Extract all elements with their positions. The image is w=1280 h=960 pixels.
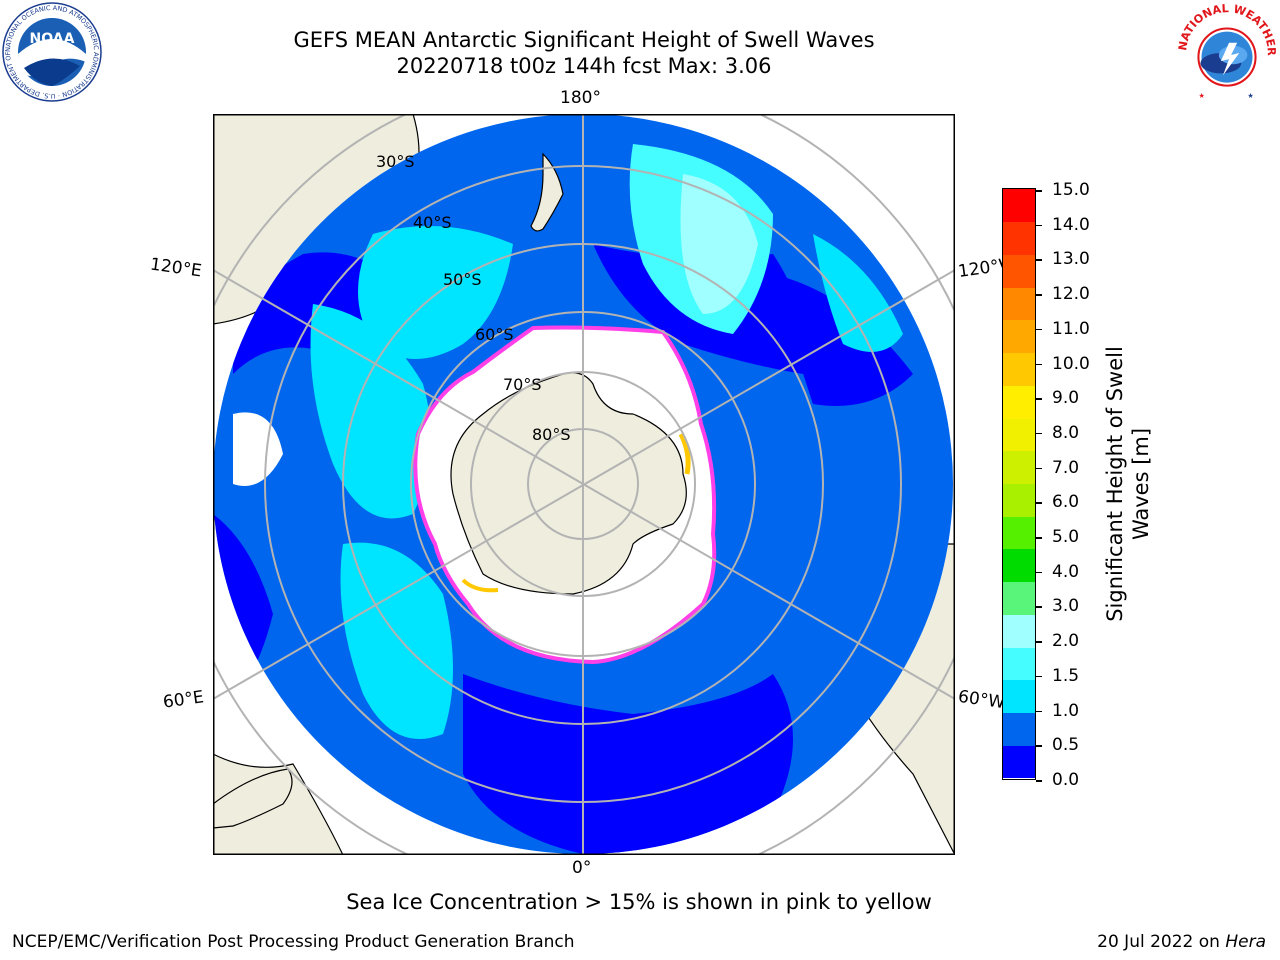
map-title: GEFS MEAN Antarctic Significant Height o… — [293, 28, 875, 52]
colorbar-segment — [1003, 647, 1035, 681]
lon-label-0: 0° — [572, 858, 592, 878]
colorbar-segment — [1003, 189, 1035, 223]
footer-credit: NCEP/EMC/Verification Post Processing Pr… — [12, 932, 575, 952]
colorbar-tick-label: 12.0 — [1052, 284, 1090, 305]
colorbar-tick-label: 1.0 — [1052, 700, 1080, 721]
colorbar-tick-mark — [1036, 467, 1042, 470]
colorbar-tick-mark — [1036, 780, 1042, 782]
colorbar-tick-label: 11.0 — [1052, 318, 1090, 339]
colorbar-tick-label: 4.0 — [1052, 561, 1080, 582]
colorbar-tick-mark — [1036, 606, 1042, 608]
colorbar-segment — [1003, 287, 1035, 321]
colorbar-segment — [1003, 352, 1035, 386]
colorbar-tick-label: 13.0 — [1052, 249, 1090, 270]
colorbar-segment — [1003, 254, 1035, 288]
colorbar-tick-mark — [1036, 537, 1042, 539]
colorbar-tick-mark — [1036, 294, 1042, 296]
colorbar-tick-label: 9.0 — [1052, 388, 1080, 409]
lat-label-50s: 50°S — [443, 270, 482, 289]
colorbar-tick-mark — [1036, 224, 1042, 227]
footer-date-text: 20 Jul 2022 on — [1097, 932, 1226, 952]
sea-ice-note: Sea Ice Concentration > 15% is shown in … — [346, 890, 932, 914]
colorbar-tick-label: 3.0 — [1052, 596, 1080, 617]
colorbar-tick-label: 0.0 — [1052, 770, 1080, 790]
lat-label-70s: 70°S — [503, 375, 542, 394]
svg-text:★: ★ — [1247, 91, 1253, 100]
colorbar-segment — [1003, 679, 1035, 714]
colorbar-segment — [1003, 614, 1035, 648]
lat-label-30s: 30°S — [376, 152, 415, 171]
colorbar-tick-mark — [1036, 363, 1042, 366]
colorbar-title: Significant Height of Swell Waves [m] — [1102, 346, 1154, 622]
svg-text:★: ★ — [1198, 91, 1204, 100]
colorbar-tick-mark — [1036, 745, 1042, 747]
colorbar-tick-label: 10.0 — [1052, 353, 1090, 374]
madagascar-landmass — [213, 768, 293, 829]
new-zealand-landmass — [530, 152, 564, 232]
colorbar-tick-label: 5.0 — [1052, 527, 1080, 548]
colorbar-tick-mark — [1036, 432, 1042, 435]
colorbar-tick-mark — [1036, 398, 1042, 400]
antarctica-landmass — [450, 372, 687, 595]
colorbar-tick-label: 8.0 — [1052, 422, 1080, 443]
colorbar-segment — [1003, 221, 1035, 255]
colorbar-tick-mark — [1036, 710, 1042, 713]
colorbar-segment — [1003, 319, 1035, 354]
colorbar-tick-label: 14.0 — [1052, 214, 1090, 235]
colorbar-tick-label: 7.0 — [1052, 457, 1080, 478]
colorbar-tick-mark — [1036, 190, 1042, 192]
colorbar-title-line2: Waves [m] — [1129, 427, 1153, 541]
footer-system: Hera — [1225, 932, 1266, 952]
colorbar-tick-mark — [1036, 328, 1042, 331]
colorbar-tick-mark — [1036, 259, 1042, 261]
map-subtitle: 20220718 t00z 144h fcst Max: 3.06 — [396, 54, 772, 78]
noaa-text: NOAA — [30, 31, 75, 47]
colorbar-tick-label: 2.0 — [1052, 631, 1080, 652]
lon-label-120e: 120°E — [148, 254, 203, 282]
colorbar — [1002, 188, 1036, 780]
noaa-logo: NATIONAL OCEANIC AND ATMOSPHERIC ADMINIS… — [2, 2, 102, 102]
lon-label-60e: 60°E — [161, 687, 206, 713]
colorbar-segment — [1003, 385, 1035, 419]
colorbar-segment — [1003, 548, 1035, 583]
colorbar-segment — [1003, 450, 1035, 484]
colorbar-segment — [1003, 418, 1035, 452]
nws-logo: NATIONAL WEATHER SERVICE ★ ★ — [1176, 2, 1278, 102]
colorbar-title-line1: Significant Height of Swell — [1103, 346, 1127, 622]
colorbar-segment — [1003, 516, 1035, 550]
lat-label-80s: 80°S — [532, 425, 571, 444]
colorbar-tick-label: 6.0 — [1052, 492, 1080, 513]
polar-map — [213, 114, 955, 855]
colorbar-segment — [1003, 483, 1035, 517]
colorbar-segment — [1003, 745, 1035, 779]
moderate-swell-region — [358, 226, 513, 359]
high-swell-region — [680, 174, 758, 314]
lat-label-40s: 40°S — [413, 213, 452, 232]
colorbar-tick-mark — [1036, 571, 1042, 574]
colorbar-tick-label: 0.5 — [1052, 735, 1080, 756]
colorbar-segment — [1003, 581, 1035, 615]
colorbar-segment — [1003, 712, 1035, 746]
colorbar-tick-mark — [1036, 641, 1042, 643]
colorbar-tick-label: 1.5 — [1052, 665, 1080, 686]
colorbar-tick-mark — [1036, 675, 1042, 678]
colorbar-tick-mark — [1036, 502, 1042, 504]
lat-label-60s: 60°S — [475, 325, 514, 344]
lon-label-60w: 60°W — [956, 686, 1007, 714]
colorbar-tick-label: 15.0 — [1052, 180, 1090, 200]
lon-label-180: 180° — [560, 88, 601, 108]
footer-date: 20 Jul 2022 on Hera — [1097, 932, 1266, 952]
